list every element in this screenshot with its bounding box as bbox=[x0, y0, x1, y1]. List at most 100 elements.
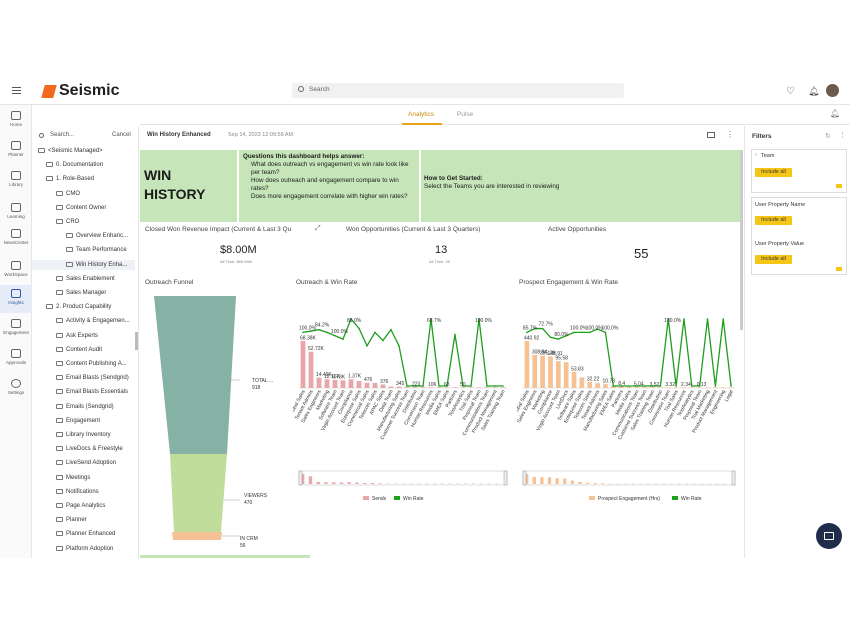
tree-item[interactable]: Notifications bbox=[32, 487, 135, 497]
sends-bar[interactable] bbox=[460, 387, 466, 388]
rail-approvals[interactable]: Approvals bbox=[0, 349, 32, 365]
tree-item[interactable]: Content Publishing A... bbox=[32, 359, 135, 369]
sends-bar[interactable] bbox=[650, 387, 655, 388]
bar-data-label[interactable]: 8.4 bbox=[618, 381, 625, 387]
tree-item[interactable]: Win History Enha... bbox=[32, 259, 135, 270]
win-rate-point[interactable] bbox=[683, 318, 685, 320]
rail-engagement[interactable]: Engagement bbox=[0, 319, 32, 335]
win-rate-point[interactable] bbox=[573, 331, 575, 334]
win-rate-point[interactable] bbox=[358, 327, 360, 330]
bar-data-label[interactable]: 10.78 bbox=[603, 379, 616, 385]
win-rate-point[interactable] bbox=[549, 336, 552, 339]
sends-bar[interactable] bbox=[388, 386, 394, 388]
win-rate-point[interactable] bbox=[541, 327, 544, 330]
win-rate-point[interactable] bbox=[667, 318, 670, 320]
rail-insights[interactable]: Insights bbox=[0, 285, 32, 313]
win-rate-point[interactable] bbox=[628, 385, 630, 387]
tree-item[interactable]: Page Analytics bbox=[32, 501, 135, 511]
sends-bar[interactable] bbox=[412, 387, 418, 388]
sends-bar[interactable] bbox=[300, 341, 306, 388]
scroller-mini-bar[interactable] bbox=[540, 477, 544, 484]
sends-bar[interactable] bbox=[436, 387, 442, 388]
win-rate-point[interactable] bbox=[651, 385, 654, 387]
bar-data-label[interactable]: 376 bbox=[380, 379, 389, 385]
win-rate-point[interactable] bbox=[588, 331, 591, 334]
scroller-mini-bar[interactable] bbox=[585, 482, 590, 484]
sends-bar[interactable] bbox=[618, 386, 624, 388]
win-rate-point[interactable] bbox=[350, 318, 352, 320]
tree-item[interactable]: Sales Enablement bbox=[32, 274, 135, 284]
tree-item[interactable]: Team Performance bbox=[32, 245, 135, 255]
sends-bar[interactable] bbox=[380, 384, 386, 388]
rail-home[interactable]: Home bbox=[0, 111, 32, 127]
win-rate-point[interactable] bbox=[446, 385, 448, 387]
sends-bar[interactable] bbox=[634, 387, 640, 388]
sends-bar[interactable] bbox=[308, 351, 314, 388]
sends-bar[interactable] bbox=[356, 381, 362, 388]
sends-bar[interactable] bbox=[728, 387, 734, 388]
bell-icon[interactable]: 🔔︎ bbox=[830, 109, 841, 118]
tree-item[interactable]: Content Owner bbox=[32, 203, 135, 213]
tree-item[interactable]: Planner Enhanced bbox=[32, 529, 135, 539]
tree-item[interactable]: Content Audit bbox=[32, 345, 135, 355]
win-rate-point[interactable] bbox=[565, 334, 567, 337]
team-include-all-button[interactable]: Include all bbox=[755, 168, 792, 177]
tree-item[interactable]: Library Inventory bbox=[32, 430, 135, 440]
bar-data-label[interactable]: 476 bbox=[364, 377, 373, 383]
rail-settings[interactable]: Settings bbox=[0, 379, 32, 395]
sends-bar[interactable] bbox=[420, 387, 426, 388]
bar-data-label[interactable]: 50 bbox=[460, 382, 466, 388]
scroller-mini-bar[interactable] bbox=[332, 482, 336, 484]
sends-bar[interactable] bbox=[610, 386, 616, 388]
rail-workspace[interactable]: WorkSpace bbox=[0, 261, 32, 277]
scroller-mini-bar[interactable] bbox=[378, 483, 382, 484]
tree-item[interactable]: Overview Enhanc... bbox=[32, 231, 135, 241]
win-rate-point[interactable] bbox=[342, 338, 344, 340]
tree-search-input[interactable]: Search... bbox=[50, 132, 75, 138]
win-rate-point[interactable] bbox=[714, 385, 717, 387]
tree-item[interactable]: Platform Adoption bbox=[32, 544, 135, 554]
avatar[interactable] bbox=[826, 84, 839, 97]
tree-item[interactable]: Ask Experts bbox=[32, 331, 135, 341]
scroller-mini-bar[interactable] bbox=[578, 481, 582, 484]
scroller-mini-bar[interactable] bbox=[532, 476, 536, 484]
scroller-mini-bar[interactable] bbox=[324, 482, 328, 484]
win-rate-point[interactable] bbox=[310, 330, 312, 332]
win-rate-point[interactable] bbox=[334, 334, 336, 337]
prop-value-include-all-button[interactable]: Include all bbox=[755, 255, 792, 264]
win-rate-point[interactable] bbox=[462, 385, 464, 387]
win-rate-point[interactable] bbox=[478, 318, 480, 320]
bar-data-label[interactable]: 106 bbox=[428, 382, 437, 388]
win-rate-point[interactable] bbox=[604, 331, 607, 334]
eraser-icon[interactable] bbox=[836, 184, 842, 188]
scroller-mini-bar[interactable] bbox=[370, 483, 375, 484]
search-input[interactable]: Search bbox=[309, 86, 330, 93]
win-rate-point[interactable] bbox=[406, 385, 408, 387]
bar-data-label[interactable]: 308.84 bbox=[532, 349, 548, 355]
heart-icon[interactable]: ♡ bbox=[786, 86, 795, 97]
win-rate-point[interactable] bbox=[398, 345, 400, 347]
sends-bar[interactable] bbox=[626, 386, 632, 388]
scroller-mini-bar[interactable] bbox=[547, 477, 552, 484]
win-rate-point[interactable] bbox=[643, 385, 646, 387]
sends-bar[interactable] bbox=[492, 387, 498, 388]
bar-data-label[interactable]: 1.37K bbox=[348, 374, 362, 380]
sends-bar[interactable] bbox=[603, 384, 608, 388]
sends-bar[interactable] bbox=[697, 387, 703, 388]
expand-icon[interactable]: ⤢ bbox=[315, 225, 321, 232]
win-rate-point[interactable] bbox=[438, 385, 440, 387]
win-rate-point[interactable] bbox=[612, 385, 615, 387]
sends-bar[interactable] bbox=[555, 361, 561, 388]
app-logo[interactable]: Seismic bbox=[59, 82, 120, 99]
win-rate-point[interactable] bbox=[374, 331, 376, 334]
win-rate-point[interactable] bbox=[382, 339, 384, 342]
bar-data-label[interactable]: 68.38K bbox=[300, 336, 317, 342]
win-rate-point[interactable] bbox=[470, 385, 472, 387]
rail-learning[interactable]: Learning bbox=[0, 203, 32, 219]
win-rate-point[interactable] bbox=[390, 328, 392, 331]
bar-data-label[interactable]: 52.72K bbox=[308, 346, 325, 352]
sends-bar[interactable] bbox=[673, 387, 679, 388]
tree-item[interactable]: 2. Product Capability bbox=[32, 302, 135, 312]
sends-bar[interactable] bbox=[404, 387, 410, 388]
tree-item[interactable]: Meetings bbox=[32, 473, 135, 483]
